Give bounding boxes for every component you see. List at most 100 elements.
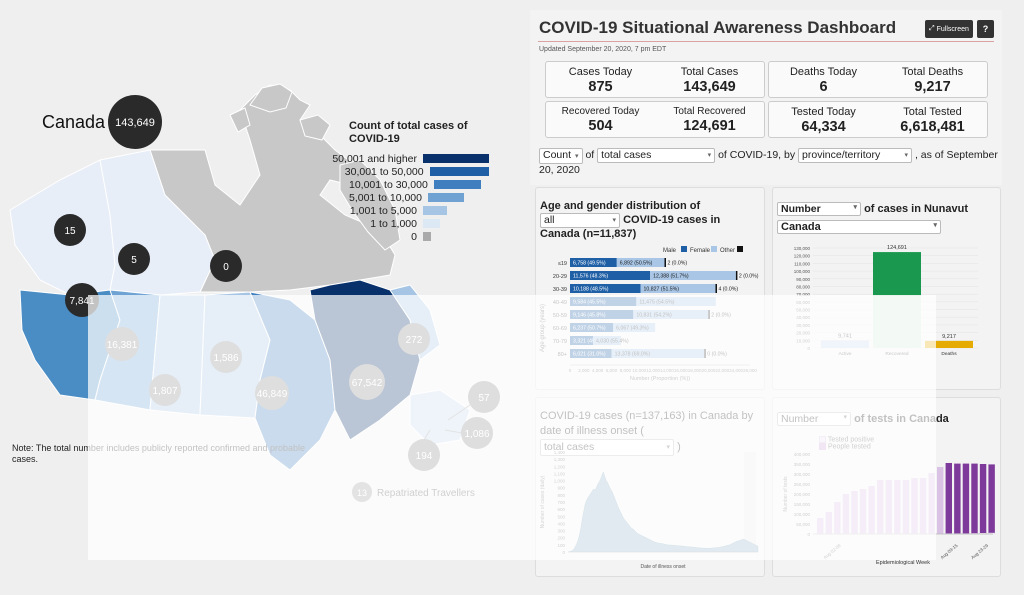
other-bar [715, 284, 717, 293]
total-tested-value: 6,618,481 [900, 119, 965, 135]
region-y-tick: 60,000 [796, 300, 810, 305]
legend-row: 50,001 and higher [332, 152, 489, 165]
age-filter-value: all [544, 214, 555, 226]
onset-area [567, 471, 759, 553]
age-tick-label: 30-39 [553, 287, 567, 293]
legend-swatch [423, 219, 440, 228]
region-y-tick: 90,000 [796, 277, 810, 282]
female-bar-label: 6,892 (50.5%) [620, 261, 653, 267]
legend-row: 0 [349, 230, 489, 243]
tests-measure-select[interactable]: Number ▾ [777, 412, 851, 426]
bubble-nunavut[interactable] [210, 250, 242, 282]
legend-row: 1,001 to 5,000 [349, 204, 489, 217]
bubble-saskatchewan-label: 1,807 [152, 386, 177, 397]
chevron-down-icon: ▾ [904, 152, 909, 159]
tests-bar [851, 491, 858, 534]
legend-row: 30,001 to 50,000 [345, 165, 489, 178]
onset-y-tick: 400 [557, 521, 565, 526]
updated-timestamp: Updated September 20, 2020, 7 pm EDT [539, 46, 667, 53]
total-tested-label: Total Tested [903, 106, 962, 118]
tests-measure-value: Number [781, 413, 819, 425]
canada-map: 143,649 15 5 0 7,841 16,381 1,807 1,586 … [9, 83, 500, 502]
fullscreen-button[interactable]: ⤢ Fullscreen [925, 20, 973, 38]
legend-male-label: Male [663, 248, 677, 254]
region-y-tick: 30,000 [796, 323, 810, 328]
legend-swatch-track [423, 232, 489, 241]
tested-today-label: Tested Today [791, 106, 856, 118]
deaths-box: Deaths Today 6 Total Deaths 9,217 [768, 61, 988, 98]
age-gender-panel: Age and gender distribution of all ▾ COVI… [535, 187, 765, 390]
tests-bar [894, 480, 901, 534]
region-y-tick: 70,000 [796, 292, 810, 297]
province-maritimes[interactable] [409, 389, 471, 446]
legend-swatch-track [429, 167, 489, 176]
tests-bar [885, 480, 892, 534]
tests-y-tick: 250,000 [794, 482, 811, 487]
onset-xlabel: Date of illness onset [640, 564, 686, 570]
male-bar-label: 6,237 (50.7%) [573, 326, 606, 332]
chevron-down-icon: ▾ [612, 217, 616, 224]
other-bar-label: 2 (0.0%) [668, 261, 688, 267]
bubble-manitoba-label: 1,586 [213, 353, 238, 364]
tests-y-tick: 350,000 [794, 462, 811, 467]
female-bar-label: 11,475 (54.5%) [639, 300, 674, 306]
age-title-post: COVID-19 cases in Canada (n=11,837) [540, 214, 721, 240]
region-panel-title: Number ▾ of cases in Nunavut [777, 202, 968, 216]
bubble-nwt[interactable] [118, 243, 150, 275]
legend-row: 1 to 1,000 [349, 217, 489, 230]
total-tested-stat: Total Tested 6,618,481 [878, 102, 987, 137]
legend-row: 5,001 to 10,000 [349, 191, 489, 204]
island-arctic-1 [249, 83, 293, 113]
tests-bar [945, 463, 952, 534]
region-select[interactable]: Canada ▾ [777, 220, 941, 234]
region-bar-category: Deaths [941, 351, 957, 357]
region-select-value: Canada [781, 221, 821, 233]
female-bar-label: 13,378 (69.0%) [615, 352, 651, 358]
age-tick-label: 20-29 [553, 274, 567, 280]
age-x-tick: 16,000 [674, 368, 688, 373]
onset-y-tick: 900 [557, 486, 565, 491]
onset-y-tick: 1,200 [554, 464, 566, 469]
age-filter-select[interactable]: all ▾ [540, 213, 620, 228]
bubble-yukon[interactable] [54, 214, 86, 246]
region-y-tick: 0 [807, 346, 810, 351]
male-bar-label: 9,146 (45.8%) [573, 313, 606, 319]
female-bar-label: 4,030 (55.4%) [596, 339, 629, 345]
geo-select[interactable]: province/territory ▾ [798, 148, 913, 163]
region-y-tick: 50,000 [796, 308, 810, 313]
region-bar-lower [873, 295, 921, 348]
tested-today-stat: Tested Today 64,334 [769, 102, 878, 137]
age-tick-label: 70-79 [553, 339, 567, 345]
chevron-down-icon: ▾ [575, 153, 579, 160]
tests-bar [928, 473, 935, 534]
legend-label: 1,001 to 5,000 [349, 204, 417, 217]
measure-select[interactable]: Count ▾ [539, 148, 583, 164]
map-selector-row: Count ▾ of total cases ▾ of COVID-19, by p… [539, 148, 999, 177]
legend-swatch [423, 206, 448, 215]
age-x-tick: 2,000 [578, 368, 590, 373]
measure-select-value: Count [543, 149, 572, 161]
region-bar-category: Active [838, 351, 851, 357]
tests-y-tick: 50,000 [796, 522, 810, 527]
legend-positive-label: Tested positive [827, 436, 875, 444]
tests-bar [979, 464, 987, 534]
other-bar-label: 4 (0.0%) [718, 287, 738, 293]
tests-y-tick: 100,000 [794, 512, 811, 517]
bubble-new-brunswick-label: 194 [416, 451, 433, 462]
tests-bar [919, 478, 927, 534]
onset-y-tick: 700 [557, 500, 565, 505]
bubble-national-total[interactable] [108, 95, 162, 149]
map-title: Canada [42, 112, 106, 132]
metric-select[interactable]: total cases ▾ [597, 148, 716, 163]
legend-female-label: Female [690, 248, 711, 254]
region-bar-value: 9,741 [838, 334, 852, 340]
help-button[interactable]: ? [977, 20, 994, 38]
onset-area-chart: 1,400 1,300 1,200 1,100 1,000 900 800 700 600 500… [540, 450, 759, 570]
legend-label: 50,001 and higher [332, 152, 417, 165]
region-bar [925, 340, 973, 348]
age-x-tick: 14,000 [660, 368, 674, 373]
region-measure-select[interactable]: Number ▾ [777, 202, 861, 216]
total-cases-label: Total Cases [680, 66, 739, 78]
tests-bar-chart: 400,000 350,000 300,000 250,000 200,000 150,0… [783, 452, 995, 566]
bubble-nunavut-label: 0 [223, 262, 229, 273]
